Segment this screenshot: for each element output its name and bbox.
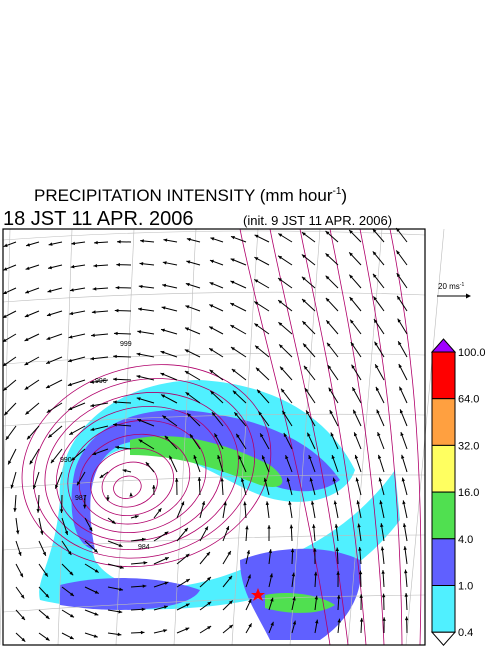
vector-key-text: 20 ms <box>438 282 460 291</box>
contour-label: 999 <box>120 341 132 348</box>
colorbar-label: 64.0 <box>458 394 479 406</box>
contour-label: 984 <box>138 544 150 551</box>
colorbar-segment <box>432 352 455 399</box>
colorbar-segment <box>432 445 455 492</box>
contour-label: 990 <box>60 457 72 464</box>
colorbar-segment <box>432 539 455 586</box>
title-main: PRECIPITATION INTENSITY (mm hour <box>34 186 333 205</box>
title: PRECIPITATION INTENSITY (mm hour-1) <box>34 186 347 205</box>
colorbar-under <box>432 632 455 645</box>
colorbar-label: 4.0 <box>458 534 473 546</box>
colorbar-over <box>432 339 455 352</box>
colorbar-label: 16.0 <box>458 487 479 499</box>
valid-time: 18 JST 11 APR. 2006 <box>3 208 194 230</box>
colorbar-segment <box>432 492 455 539</box>
colorbar: 100.0 64.0 32.0 16.0 4.0 1.0 0.4 <box>432 339 486 645</box>
vector-key-label: 20 ms-1 <box>438 282 464 291</box>
colorbar-label: 32.0 <box>458 440 479 452</box>
colorbar-label: 100.0 <box>458 347 486 359</box>
contour-label: 987 <box>75 495 87 502</box>
colorbar-segment <box>432 399 455 446</box>
colorbar-segment <box>432 586 455 633</box>
contour-label: 996 <box>95 378 107 385</box>
init-time: (init. 9 JST 11 APR. 2006) <box>243 213 392 228</box>
map-area: 999 996 990 987 984 <box>0 228 444 645</box>
vector-key-head <box>466 294 471 299</box>
title-end: ) <box>341 186 347 205</box>
colorbar-label: 0.4 <box>458 627 473 639</box>
colorbar-label: 1.0 <box>458 581 473 593</box>
vector-key-sup: -1 <box>460 282 465 288</box>
